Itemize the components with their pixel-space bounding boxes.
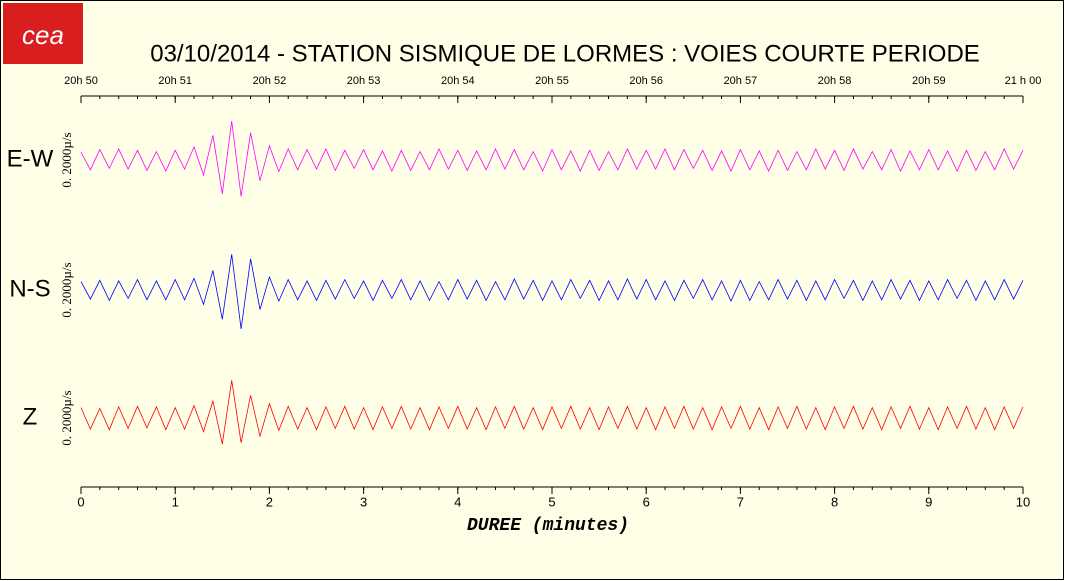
- x-tick-label: 2: [266, 494, 273, 509]
- logo-text: cea: [22, 20, 64, 50]
- x-tick-label: 9: [925, 494, 932, 509]
- trace-name: N-S: [9, 275, 50, 302]
- x-tick-label: 10: [1016, 494, 1030, 509]
- scale-label: 0. 2000µ/s: [59, 262, 74, 317]
- chart-title: 03/10/2014 - STATION SISMIQUE DE LORMES …: [150, 40, 980, 67]
- scale-label: 0. 2000µ/s: [59, 132, 74, 187]
- x-tick-label: 4: [454, 494, 461, 509]
- trace: [80, 120, 1024, 197]
- top-tick-label: 20h 58: [818, 75, 852, 87]
- x-tick-label: 3: [360, 494, 367, 509]
- top-tick-label: 20h 57: [724, 75, 758, 87]
- top-tick-label: 20h 51: [158, 75, 192, 87]
- top-tick-label: 20h 52: [253, 75, 287, 87]
- x-tick-label: 5: [548, 494, 555, 509]
- top-tick-label: 20h 53: [347, 75, 381, 87]
- x-tick-label: 8: [831, 494, 838, 509]
- trace-name: E-W: [7, 145, 54, 172]
- x-tick-label: 0: [77, 494, 84, 509]
- top-tick-label: 20h 56: [629, 75, 663, 87]
- top-tick-label: 20h 54: [441, 75, 475, 87]
- x-tick-label: 1: [172, 494, 179, 509]
- x-axis-label: DUREE (minutes): [467, 516, 629, 536]
- x-tick-label: 6: [643, 494, 650, 509]
- top-tick-label: 20h 55: [535, 75, 569, 87]
- trace: [80, 254, 1024, 330]
- x-tick-label: 7: [737, 494, 744, 509]
- trace: [80, 380, 1024, 445]
- top-tick-label: 20h 50: [64, 75, 98, 87]
- scale-label: 0. 2000µ/s: [59, 390, 74, 445]
- trace-name: Z: [23, 403, 38, 430]
- logo-box: [3, 3, 83, 64]
- top-tick-label: 21 h 00: [1005, 75, 1042, 87]
- top-tick-label: 20h 59: [912, 75, 946, 87]
